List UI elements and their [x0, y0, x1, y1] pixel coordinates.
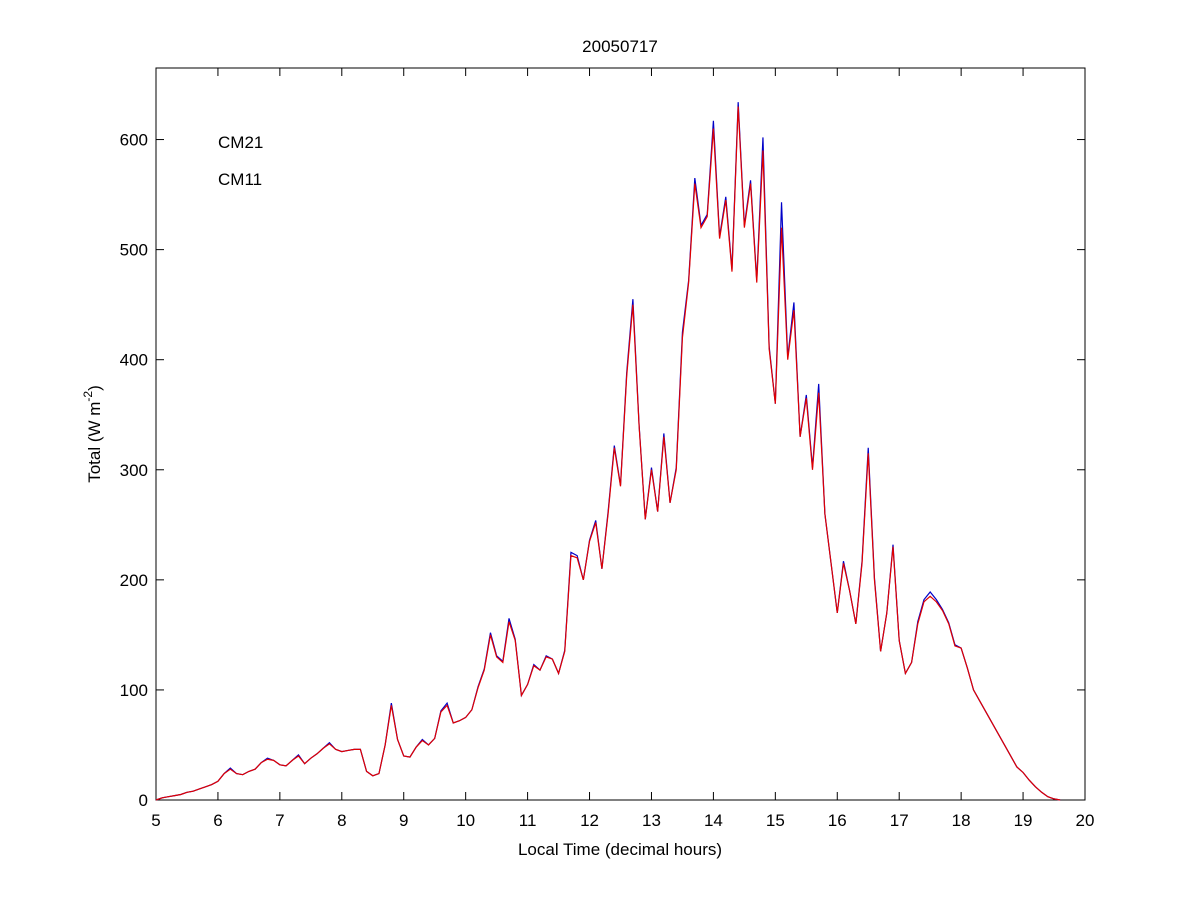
y-tick-label: 500	[120, 241, 148, 260]
x-tick-label: 9	[399, 811, 408, 830]
x-tick-label: 5	[151, 811, 160, 830]
x-tick-label: 8	[337, 811, 346, 830]
y-axis-label-exponent: -2	[81, 391, 95, 402]
x-tick-label: 11	[519, 811, 537, 830]
x-axis-label: Local Time (decimal hours)	[518, 840, 722, 859]
x-tick-label: 17	[890, 811, 909, 830]
y-tick-label: 400	[120, 351, 148, 370]
y-tick-label: 200	[120, 571, 148, 590]
x-tick-label: 18	[952, 811, 971, 830]
x-tick-label: 10	[456, 811, 475, 830]
y-tick-label: 600	[120, 131, 148, 150]
x-tick-label: 7	[275, 811, 284, 830]
x-tick-label: 12	[580, 811, 599, 830]
y-axis-label-text: Total (W m	[85, 402, 104, 483]
x-tick-label: 16	[828, 811, 847, 830]
legend-entry: CM11	[218, 170, 262, 189]
x-tick-label: 15	[766, 811, 785, 830]
chart-title: 20050717	[582, 37, 658, 56]
x-tick-label: 19	[1014, 811, 1033, 830]
x-tick-label: 20	[1076, 811, 1095, 830]
x-tick-label: 14	[704, 811, 723, 830]
plot-area	[155, 67, 1086, 801]
y-tick-label: 100	[120, 681, 148, 700]
y-tick-label: 300	[120, 461, 148, 480]
y-axis-label: Total (W m-2)	[81, 385, 104, 483]
x-tick-label: 13	[642, 811, 661, 830]
x-tick-label: 6	[213, 811, 222, 830]
data-line	[155, 106, 1061, 801]
legend-entry: CM21	[218, 133, 263, 152]
y-axis-label-text: )	[85, 385, 104, 391]
y-tick-label: 0	[139, 791, 148, 810]
